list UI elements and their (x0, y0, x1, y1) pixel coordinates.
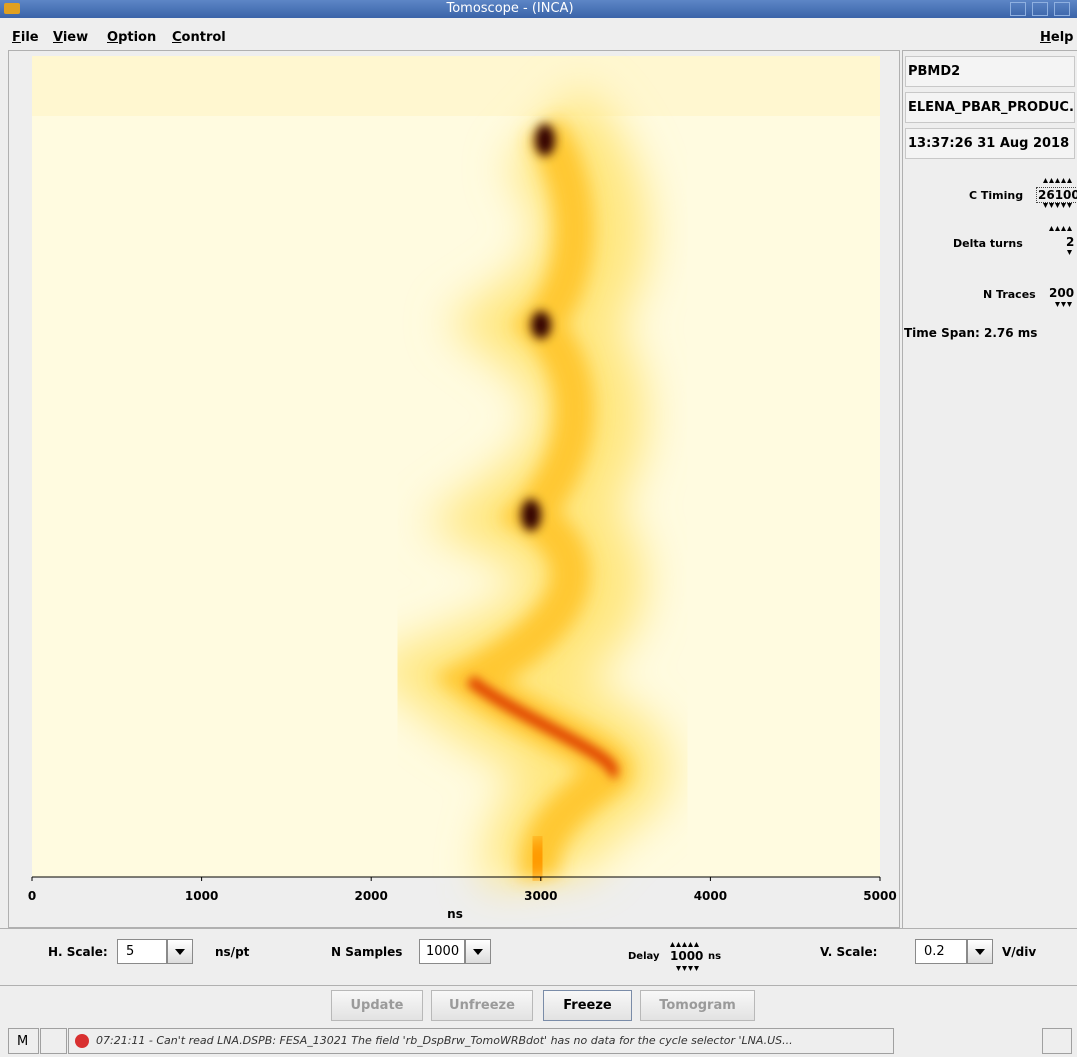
spinner-arrows[interactable] (1043, 202, 1073, 208)
n-samples-dropdown[interactable] (465, 939, 491, 964)
h-scale-combo[interactable]: 5 (117, 939, 167, 964)
resize-grip[interactable] (1042, 1028, 1072, 1054)
spinner-arrows[interactable] (676, 965, 700, 971)
h-scale-dropdown[interactable] (167, 939, 193, 964)
n-traces-value[interactable]: 200 (1049, 286, 1074, 300)
info-panel: PBMD2 ELENA_PBAR_PRODUC... 13:37:26 31 A… (902, 50, 1077, 928)
v-scale-unit: V/div (1002, 945, 1036, 959)
freeze-button[interactable]: Freeze (543, 990, 632, 1021)
v-scale-combo[interactable]: 0.2 (915, 939, 967, 964)
time-span: Time Span: 2.76 ms (904, 326, 1037, 340)
v-scale-dropdown[interactable] (967, 939, 993, 964)
error-icon (75, 1034, 89, 1048)
c-timing-value[interactable]: 26100 (1036, 187, 1077, 203)
spinner-arrows[interactable] (1055, 301, 1073, 307)
delta-turns-value[interactable]: 2 (1066, 235, 1074, 249)
spinner-arrows[interactable] (1067, 249, 1073, 255)
close-button[interactable] (1054, 2, 1070, 16)
device-name: PBMD2 (905, 56, 1075, 87)
spinner-arrows[interactable] (1049, 225, 1073, 231)
status-bar: M 07:21:11 - Can't read LNA.DSPB: FESA_1… (0, 1025, 1077, 1057)
tomoscope-window: {"window":{"title":"Tomoscope - (INCA)"}… (0, 0, 1077, 1057)
heatmap-top-band (32, 56, 880, 116)
controls-panel: H. Scale: 5 ns/pt N Samples 1000 Delay 1… (0, 928, 1077, 986)
x-tick-label: 2000 (354, 889, 387, 903)
mode-indicator[interactable]: M (8, 1028, 39, 1054)
delay-unit: ns (708, 951, 721, 962)
n-samples-label: N Samples (331, 945, 402, 959)
status-slot (40, 1028, 67, 1054)
spinner-arrows[interactable] (1043, 177, 1073, 183)
h-scale-label: H. Scale: (48, 945, 108, 959)
heatmap-background (32, 56, 880, 877)
x-tick-label: 3000 (524, 889, 557, 903)
restore-button[interactable] (1032, 2, 1048, 16)
x-tick-label: 0 (28, 889, 36, 903)
maximize-button[interactable] (1010, 2, 1026, 16)
x-tick-label: 5000 (863, 889, 896, 903)
cycle-name: ELENA_PBAR_PRODUC... (905, 92, 1075, 123)
timestamp: 13:37:26 31 Aug 2018 (905, 128, 1075, 159)
c-timing-label: C Timing (969, 189, 1023, 202)
x-axis-label: ns (447, 907, 463, 921)
tomogram-button[interactable]: Tomogram (640, 990, 755, 1021)
spinner-arrows[interactable] (670, 941, 700, 947)
unfreeze-button[interactable]: Unfreeze (431, 990, 533, 1021)
menu-help[interactable]: Help (1040, 30, 1073, 45)
x-tick-label: 4000 (694, 889, 727, 903)
delta-turns-label: Delta turns (953, 237, 1023, 250)
n-traces-label: N Traces (983, 288, 1036, 301)
h-scale-unit: ns/pt (215, 945, 249, 959)
n-samples-combo[interactable]: 1000 (419, 939, 465, 964)
heatmap-plot: ns 0 1000 2000 3000 4000 5000 (0, 0, 902, 928)
v-scale-label: V. Scale: (820, 945, 877, 959)
delay-value[interactable]: 1000 (670, 949, 703, 963)
status-message: 07:21:11 - Can't read LNA.DSPB: FESA_130… (68, 1028, 894, 1054)
x-tick-label: 1000 (185, 889, 218, 903)
delay-label: Delay (628, 951, 659, 962)
update-button[interactable]: Update (331, 990, 423, 1021)
